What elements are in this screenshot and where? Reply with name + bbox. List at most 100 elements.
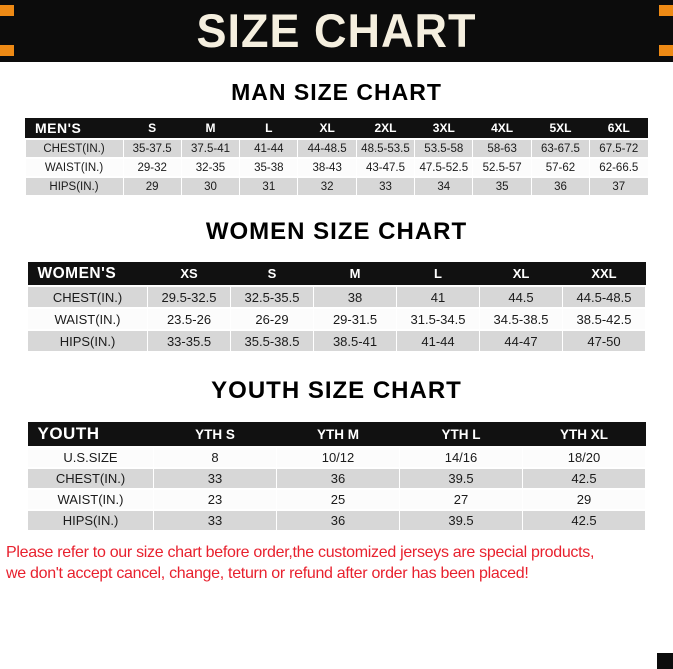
table-row: WAIST(IN.) 29-32 32-35 35-38 38-43 43-47.5 47.… bbox=[24, 157, 649, 178]
row-label: WAIST(IN.) bbox=[24, 157, 124, 178]
bottom-right-dark-square bbox=[657, 653, 673, 669]
column-header: XXL bbox=[562, 262, 646, 286]
size-value: 34.5-38.5 bbox=[479, 307, 563, 331]
size-charts-container: MAN SIZE CHART MEN'S S M L XL 2XL 3XL 4XL 5XL 6XL C… bbox=[0, 79, 673, 532]
women-section-title: WOMEN SIZE CHART bbox=[205, 218, 468, 245]
size-value: 23 bbox=[153, 488, 277, 511]
row-label: WAIST(IN.) bbox=[27, 488, 154, 511]
youth-size-table: YOUTH YTH S YTH M YTH L YTH XL U.S.SIZE 8 10/12… bbox=[27, 422, 646, 532]
size-value: 44-48.5 bbox=[297, 138, 357, 159]
size-value: 63-67.5 bbox=[530, 138, 591, 159]
size-value: 38-43 bbox=[297, 157, 357, 178]
row-label: U.S.SIZE bbox=[27, 446, 154, 469]
column-header: YTH S bbox=[153, 422, 277, 447]
size-value: 27 bbox=[399, 488, 523, 511]
men-section-title: MAN SIZE CHART bbox=[231, 79, 442, 105]
table-row: HIPS(IN.) 33 36 39.5 42.5 bbox=[27, 509, 646, 532]
table-row: WAIST(IN.) 23.5-26 26-29 29-31.5 31.5-34.5 34… bbox=[27, 307, 646, 331]
column-header: XL bbox=[479, 262, 563, 286]
youth-section-title: YOUTH SIZE CHART bbox=[211, 377, 462, 404]
size-value: 32.5-35.5 bbox=[230, 285, 314, 309]
size-value: 57-62 bbox=[530, 157, 591, 178]
size-value: 36 bbox=[276, 509, 400, 532]
youth-table-head: YOUTH YTH S YTH M YTH L YTH XL bbox=[27, 422, 646, 447]
column-header: S bbox=[123, 118, 182, 139]
size-value: 29-31.5 bbox=[313, 307, 397, 331]
size-value: 41-44 bbox=[239, 138, 299, 159]
size-value: 35-38 bbox=[239, 157, 299, 178]
size-value: 8 bbox=[153, 446, 277, 469]
size-value: 36 bbox=[276, 467, 400, 490]
size-value: 30 bbox=[180, 176, 241, 197]
table-row: CHEST(IN.) 29.5-32.5 32.5-35.5 38 41 44.5 44.5… bbox=[27, 285, 646, 309]
size-value: 33 bbox=[153, 509, 277, 532]
corner-accent-top-right-icon bbox=[659, 5, 673, 16]
table-corner-label: YOUTH bbox=[27, 422, 154, 447]
size-value: 29 bbox=[522, 488, 646, 511]
page-title: SIZE CHART bbox=[196, 3, 477, 58]
table-row: HIPS(IN.) 29 30 31 32 33 34 35 36 37 bbox=[24, 176, 649, 197]
section-women: WOMEN SIZE CHART WOMEN'S XS S M L XL XXL CHEST(I… bbox=[0, 218, 673, 353]
size-value: 58-63 bbox=[472, 138, 532, 159]
women-size-table: WOMEN'S XS S M L XL XXL CHEST(IN.) 29.5-32.5 32.5… bbox=[27, 262, 646, 353]
row-label: WAIST(IN.) bbox=[27, 307, 148, 331]
column-header: YTH L bbox=[399, 422, 523, 447]
size-value: 39.5 bbox=[399, 509, 523, 532]
size-value: 41 bbox=[396, 285, 480, 309]
size-value: 44-47 bbox=[479, 329, 563, 353]
header-row: WOMEN'S XS S M L XL XXL bbox=[27, 262, 646, 286]
size-value: 29-32 bbox=[122, 157, 182, 178]
women-table-body: CHEST(IN.) 29.5-32.5 32.5-35.5 38 41 44.5 44.5… bbox=[27, 285, 646, 353]
size-value: 18/20 bbox=[522, 446, 646, 469]
row-label: CHEST(IN.) bbox=[27, 285, 148, 309]
row-label: CHEST(IN.) bbox=[27, 467, 154, 490]
size-value: 37.5-41 bbox=[180, 138, 241, 159]
section-youth: YOUTH SIZE CHART YOUTH YTH S YTH M YTH L YTH … bbox=[0, 377, 673, 532]
size-value: 31.5-34.5 bbox=[396, 307, 480, 331]
size-value: 47-50 bbox=[562, 329, 646, 353]
size-value: 44.5 bbox=[479, 285, 563, 309]
size-value: 32-35 bbox=[180, 157, 241, 178]
column-header: 3XL bbox=[414, 118, 473, 139]
table-row: CHEST(IN.) 33 36 39.5 42.5 bbox=[27, 467, 646, 490]
size-value: 26-29 bbox=[230, 307, 314, 331]
row-label: HIPS(IN.) bbox=[27, 329, 148, 353]
size-value: 32 bbox=[297, 176, 357, 197]
size-value: 38 bbox=[313, 285, 397, 309]
size-value: 42.5 bbox=[522, 509, 646, 532]
size-value: 38.5-41 bbox=[313, 329, 397, 353]
size-value: 29 bbox=[122, 176, 182, 197]
size-value: 37 bbox=[589, 176, 649, 197]
footer-notice: Please refer to our size chart before or… bbox=[0, 542, 673, 584]
size-value: 34 bbox=[414, 176, 474, 197]
column-header: L bbox=[396, 262, 480, 286]
size-value: 10/12 bbox=[276, 446, 400, 469]
size-value: 31 bbox=[239, 176, 299, 197]
column-header: S bbox=[230, 262, 314, 286]
column-header: L bbox=[239, 118, 298, 139]
size-value: 43-47.5 bbox=[355, 157, 416, 178]
men-table-head: MEN'S S M L XL 2XL 3XL 4XL 5XL 6XL bbox=[25, 118, 648, 139]
men-size-table: MEN'S S M L XL 2XL 3XL 4XL 5XL 6XL CHEST(IN.) 35-37… bbox=[24, 118, 649, 197]
column-header: M bbox=[313, 262, 397, 286]
size-value: 14/16 bbox=[399, 446, 523, 469]
column-header: YTH XL bbox=[522, 422, 646, 447]
size-value: 35-37.5 bbox=[122, 138, 182, 159]
size-value: 35 bbox=[472, 176, 532, 197]
row-label: CHEST(IN.) bbox=[24, 138, 124, 159]
column-header: 5XL bbox=[531, 118, 590, 139]
row-label: HIPS(IN.) bbox=[27, 509, 154, 532]
column-header: 2XL bbox=[356, 118, 415, 139]
size-value: 29.5-32.5 bbox=[147, 285, 231, 309]
size-value: 33 bbox=[355, 176, 416, 197]
notice-line-1: Please refer to our size chart before or… bbox=[6, 544, 595, 561]
size-value: 38.5-42.5 bbox=[562, 307, 646, 331]
corner-accent-bottom-right-icon bbox=[659, 45, 673, 56]
column-header: XS bbox=[147, 262, 231, 286]
column-header: M bbox=[181, 118, 240, 139]
size-value: 67.5-72 bbox=[589, 138, 649, 159]
size-value: 23.5-26 bbox=[147, 307, 231, 331]
women-table-head: WOMEN'S XS S M L XL XXL bbox=[27, 262, 646, 286]
size-value: 35.5-38.5 bbox=[230, 329, 314, 353]
